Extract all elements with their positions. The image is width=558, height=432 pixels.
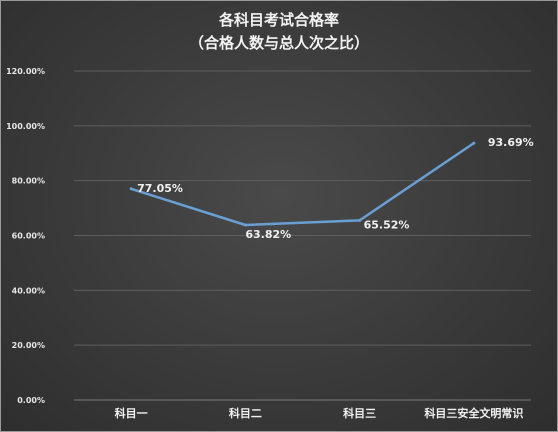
x-category-label: 科目二 (229, 406, 262, 420)
y-tick-label: 40.00% (12, 286, 45, 295)
data-point (358, 218, 362, 222)
y-axis-ticks: 0.00% 20.00% 40.00% 60.00% 80.00% 100.00% 120.… (6, 67, 45, 405)
data-label: 93.69% (488, 136, 534, 149)
data-label: 65.52% (364, 218, 410, 231)
x-axis-categories: 科目一 科目二 科目三 科目三安全文明常识 (115, 406, 524, 420)
data-label: 77.05% (137, 182, 183, 195)
y-tick-label: 60.00% (12, 232, 45, 241)
y-tick-label: 20.00% (12, 341, 45, 350)
y-tick-label: 0.00% (17, 396, 45, 405)
y-tick-label: 80.00% (12, 177, 45, 186)
x-category-label: 科目三安全文明常识 (424, 406, 523, 420)
gridlines (74, 70, 531, 401)
series-layer (129, 141, 476, 227)
y-tick-label: 120.00% (6, 67, 45, 76)
data-labels: 77.05% 63.82% 65.52% 93.69% (137, 136, 534, 241)
x-category-label: 科目三 (343, 406, 376, 420)
x-category-label: 科目一 (115, 406, 148, 420)
y-tick-label: 100.00% (6, 122, 45, 131)
data-point (472, 141, 476, 145)
data-point (129, 187, 133, 191)
chart-subtitle: （合格人数与总人次之比） (189, 34, 369, 52)
data-point (243, 223, 247, 227)
chart-title: 各科目考试合格率 (218, 11, 339, 29)
series-line (129, 141, 476, 227)
data-label: 63.82% (245, 228, 291, 241)
